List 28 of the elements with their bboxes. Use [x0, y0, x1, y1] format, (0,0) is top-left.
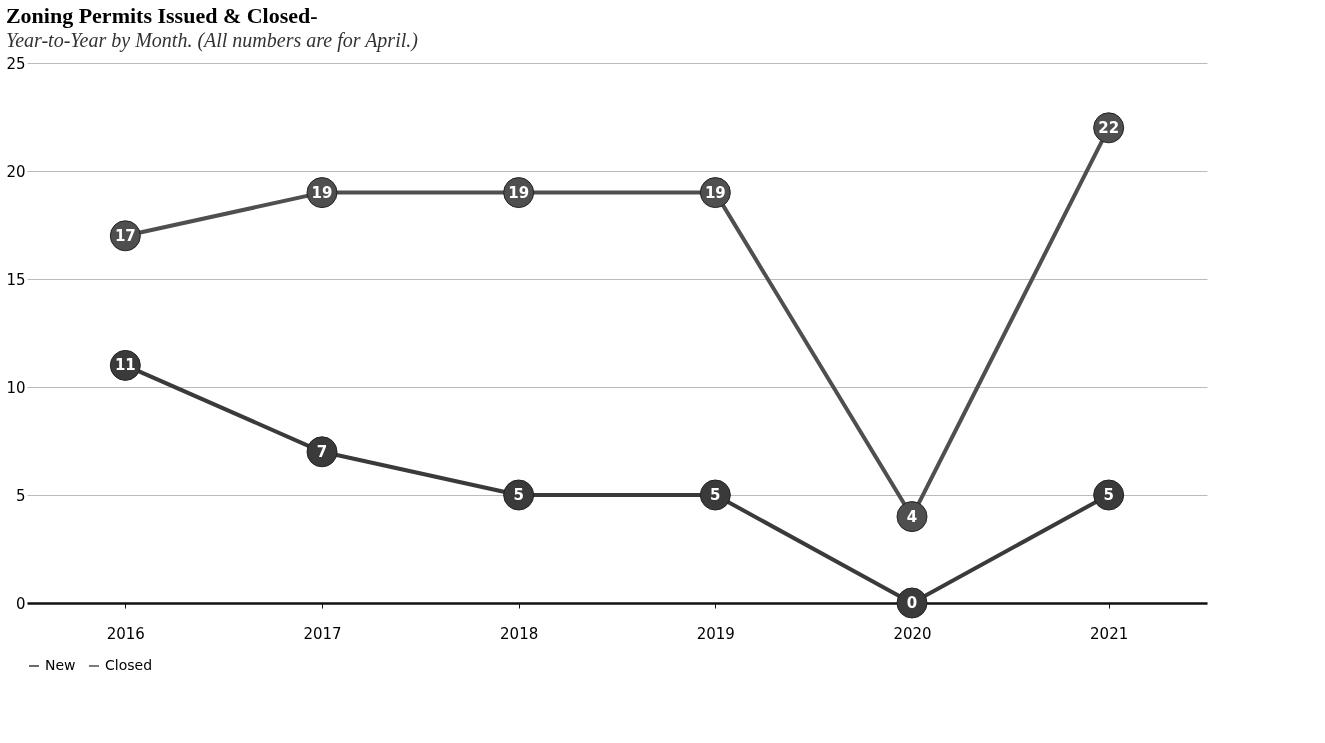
y-tick-label: 20 — [6, 162, 26, 181]
data-label: 5 — [513, 486, 524, 504]
y-tick-label: 0 — [15, 594, 26, 613]
y-tick-label: 5 — [15, 486, 26, 505]
data-label: 11 — [114, 356, 136, 375]
data-label: 17 — [114, 226, 136, 245]
y-tick-label: 10 — [6, 378, 26, 397]
x-tick-label: 2020 — [893, 624, 932, 643]
data-label: 7 — [316, 442, 328, 461]
legend-label: Closed — [105, 657, 153, 673]
chart-title: Zoning Permits Issued & Closed- — [5, 3, 318, 28]
data-label: 5 — [710, 486, 721, 504]
legend-label: New — [45, 657, 76, 673]
x-tick-label: 2016 — [106, 624, 145, 643]
x-tick-label: 2019 — [696, 624, 735, 643]
data-label: 19 — [704, 183, 726, 202]
x-tick-label: 2018 — [500, 624, 539, 643]
y-tick-label: 25 — [6, 54, 26, 73]
data-label: 22 — [1098, 118, 1120, 137]
chart-subtitle: Year-to-Year by Month. (All numbers are for April.) — [5, 29, 419, 52]
y-tick-label: 15 — [6, 270, 26, 289]
data-label: 19 — [508, 183, 530, 202]
data-label: 0 — [906, 594, 918, 612]
x-tick-label: 2021 — [1090, 624, 1129, 643]
x-tick-label: 2017 — [303, 624, 342, 643]
data-label: 5 — [1103, 486, 1114, 504]
data-label: 19 — [311, 183, 333, 202]
data-label: 4 — [906, 507, 918, 526]
